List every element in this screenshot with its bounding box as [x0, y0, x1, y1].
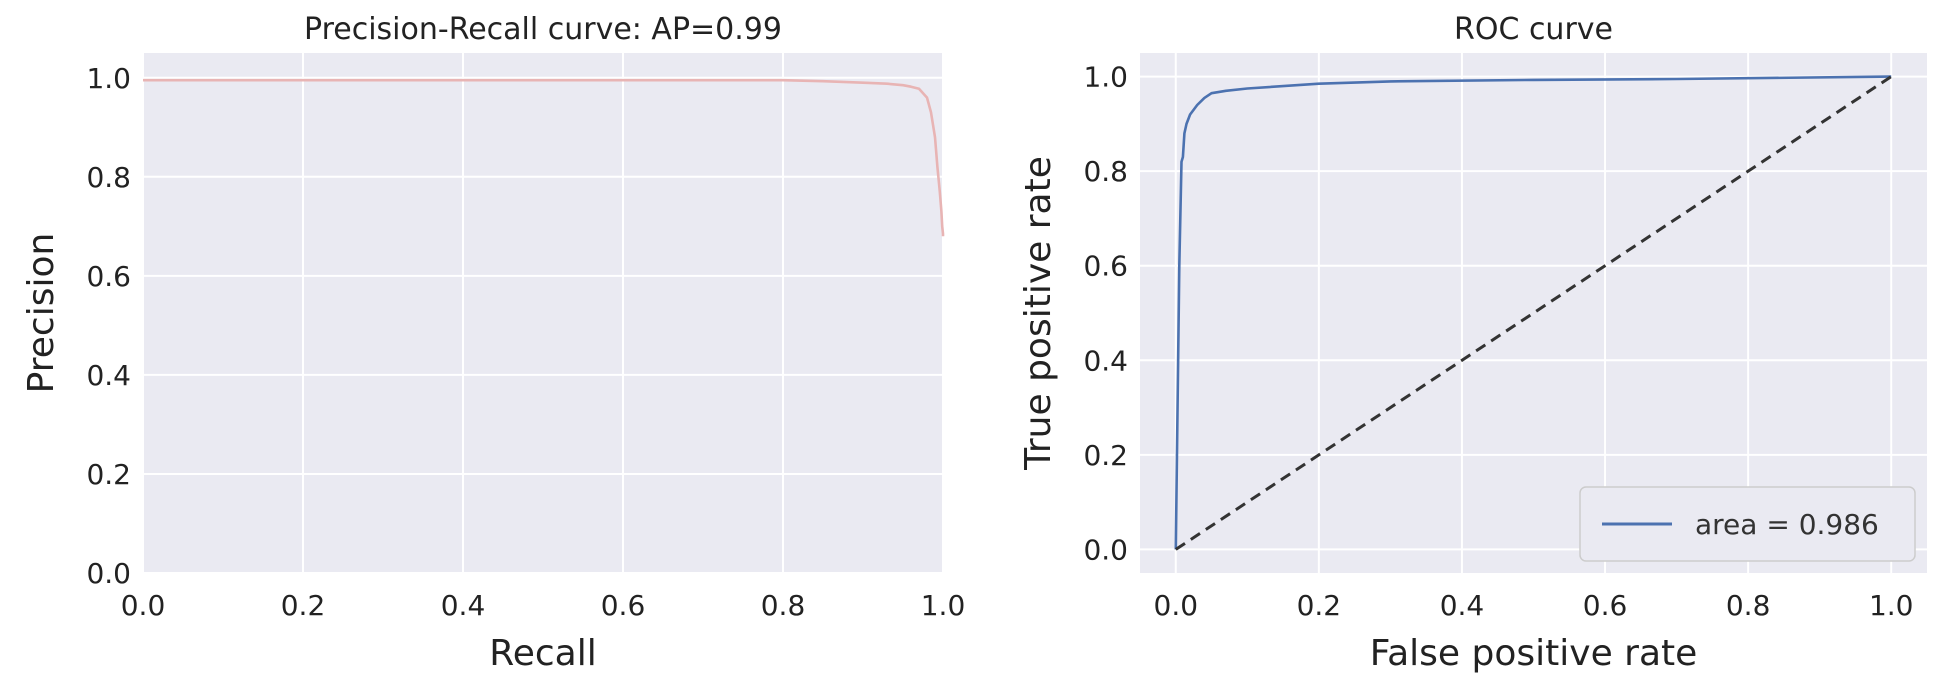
roc-y-tick-label: 0.2: [1083, 439, 1128, 472]
roc-legend-label: area = 0.986: [1695, 508, 1879, 541]
roc-y-tick-label: 0.6: [1083, 250, 1128, 283]
roc-chart: 0.0 0.2 0.4 0.6 0.8 1.0 0.0 0.2 0.4 0.6 0.8 1.0 RO…: [1018, 12, 1927, 674]
pr-x-tick-label: 0.6: [601, 589, 646, 622]
pr-x-tick-label: 0.8: [761, 589, 806, 622]
pr-plot-area: [143, 53, 943, 573]
pr-x-tick-label: 0.0: [121, 589, 166, 622]
roc-y-ticks: 0.0 0.2 0.4 0.6 0.8 1.0: [1083, 61, 1128, 567]
roc-chart-title: ROC curve: [1454, 12, 1613, 47]
roc-series: [1174, 75, 1893, 551]
pr-y-tick-label: 0.0: [86, 557, 131, 590]
pr-y-tick-label: 1.0: [86, 62, 131, 95]
pr-series-line: [143, 78, 945, 237]
roc-y-axis-label: True positive rate: [1018, 156, 1059, 471]
pr-gridlines: [142, 53, 944, 574]
roc-y-tick-label: 0.8: [1083, 155, 1128, 188]
roc-y-tick-label: 1.0: [1083, 61, 1128, 94]
pr-x-tick-label: 0.2: [281, 589, 326, 622]
roc-legend: area = 0.986: [1579, 486, 1916, 562]
pr-x-axis-label: Recall: [489, 633, 596, 674]
pr-y-tick-label: 0.6: [86, 260, 131, 293]
pr-y-tick-label: 0.2: [86, 458, 131, 491]
pr-y-tick-label: 0.8: [86, 161, 131, 194]
roc-y-tick-label: 0.4: [1083, 344, 1128, 377]
roc-x-tick-label: 0.6: [1583, 589, 1628, 622]
pr-x-ticks: 0.0 0.2 0.4 0.6 0.8 1.0: [121, 589, 966, 622]
pr-x-tick-label: 1.0: [921, 589, 966, 622]
roc-x-tick-label: 1.0: [1869, 589, 1914, 622]
roc-legend-box: [1579, 486, 1916, 562]
roc-series-line: [1174, 75, 1892, 550]
roc-x-axis-label: False positive rate: [1370, 633, 1698, 674]
roc-x-ticks: 0.0 0.2 0.4 0.6 0.8 1.0: [1154, 589, 1914, 622]
pr-y-axis-label: Precision: [21, 233, 62, 394]
roc-x-tick-label: 0.4: [1440, 589, 1485, 622]
pr-y-ticks: 0.0 0.2 0.4 0.6 0.8 1.0: [86, 62, 131, 590]
pr-chart-title: Precision-Recall curve: AP=0.99: [304, 12, 782, 47]
roc-x-tick-label: 0.8: [1726, 589, 1771, 622]
pr-series: [143, 78, 945, 237]
pr-x-tick-label: 0.4: [441, 589, 486, 622]
precision-recall-chart: 0.0 0.2 0.4 0.6 0.8 1.0 0.0 0.2 0.4 0.6 0.8 1.0 Pr…: [21, 12, 965, 674]
roc-x-tick-label: 0.2: [1297, 589, 1342, 622]
roc-y-tick-label: 0.0: [1083, 533, 1128, 566]
pr-y-tick-label: 0.4: [86, 359, 131, 392]
roc-x-tick-label: 0.0: [1154, 589, 1199, 622]
